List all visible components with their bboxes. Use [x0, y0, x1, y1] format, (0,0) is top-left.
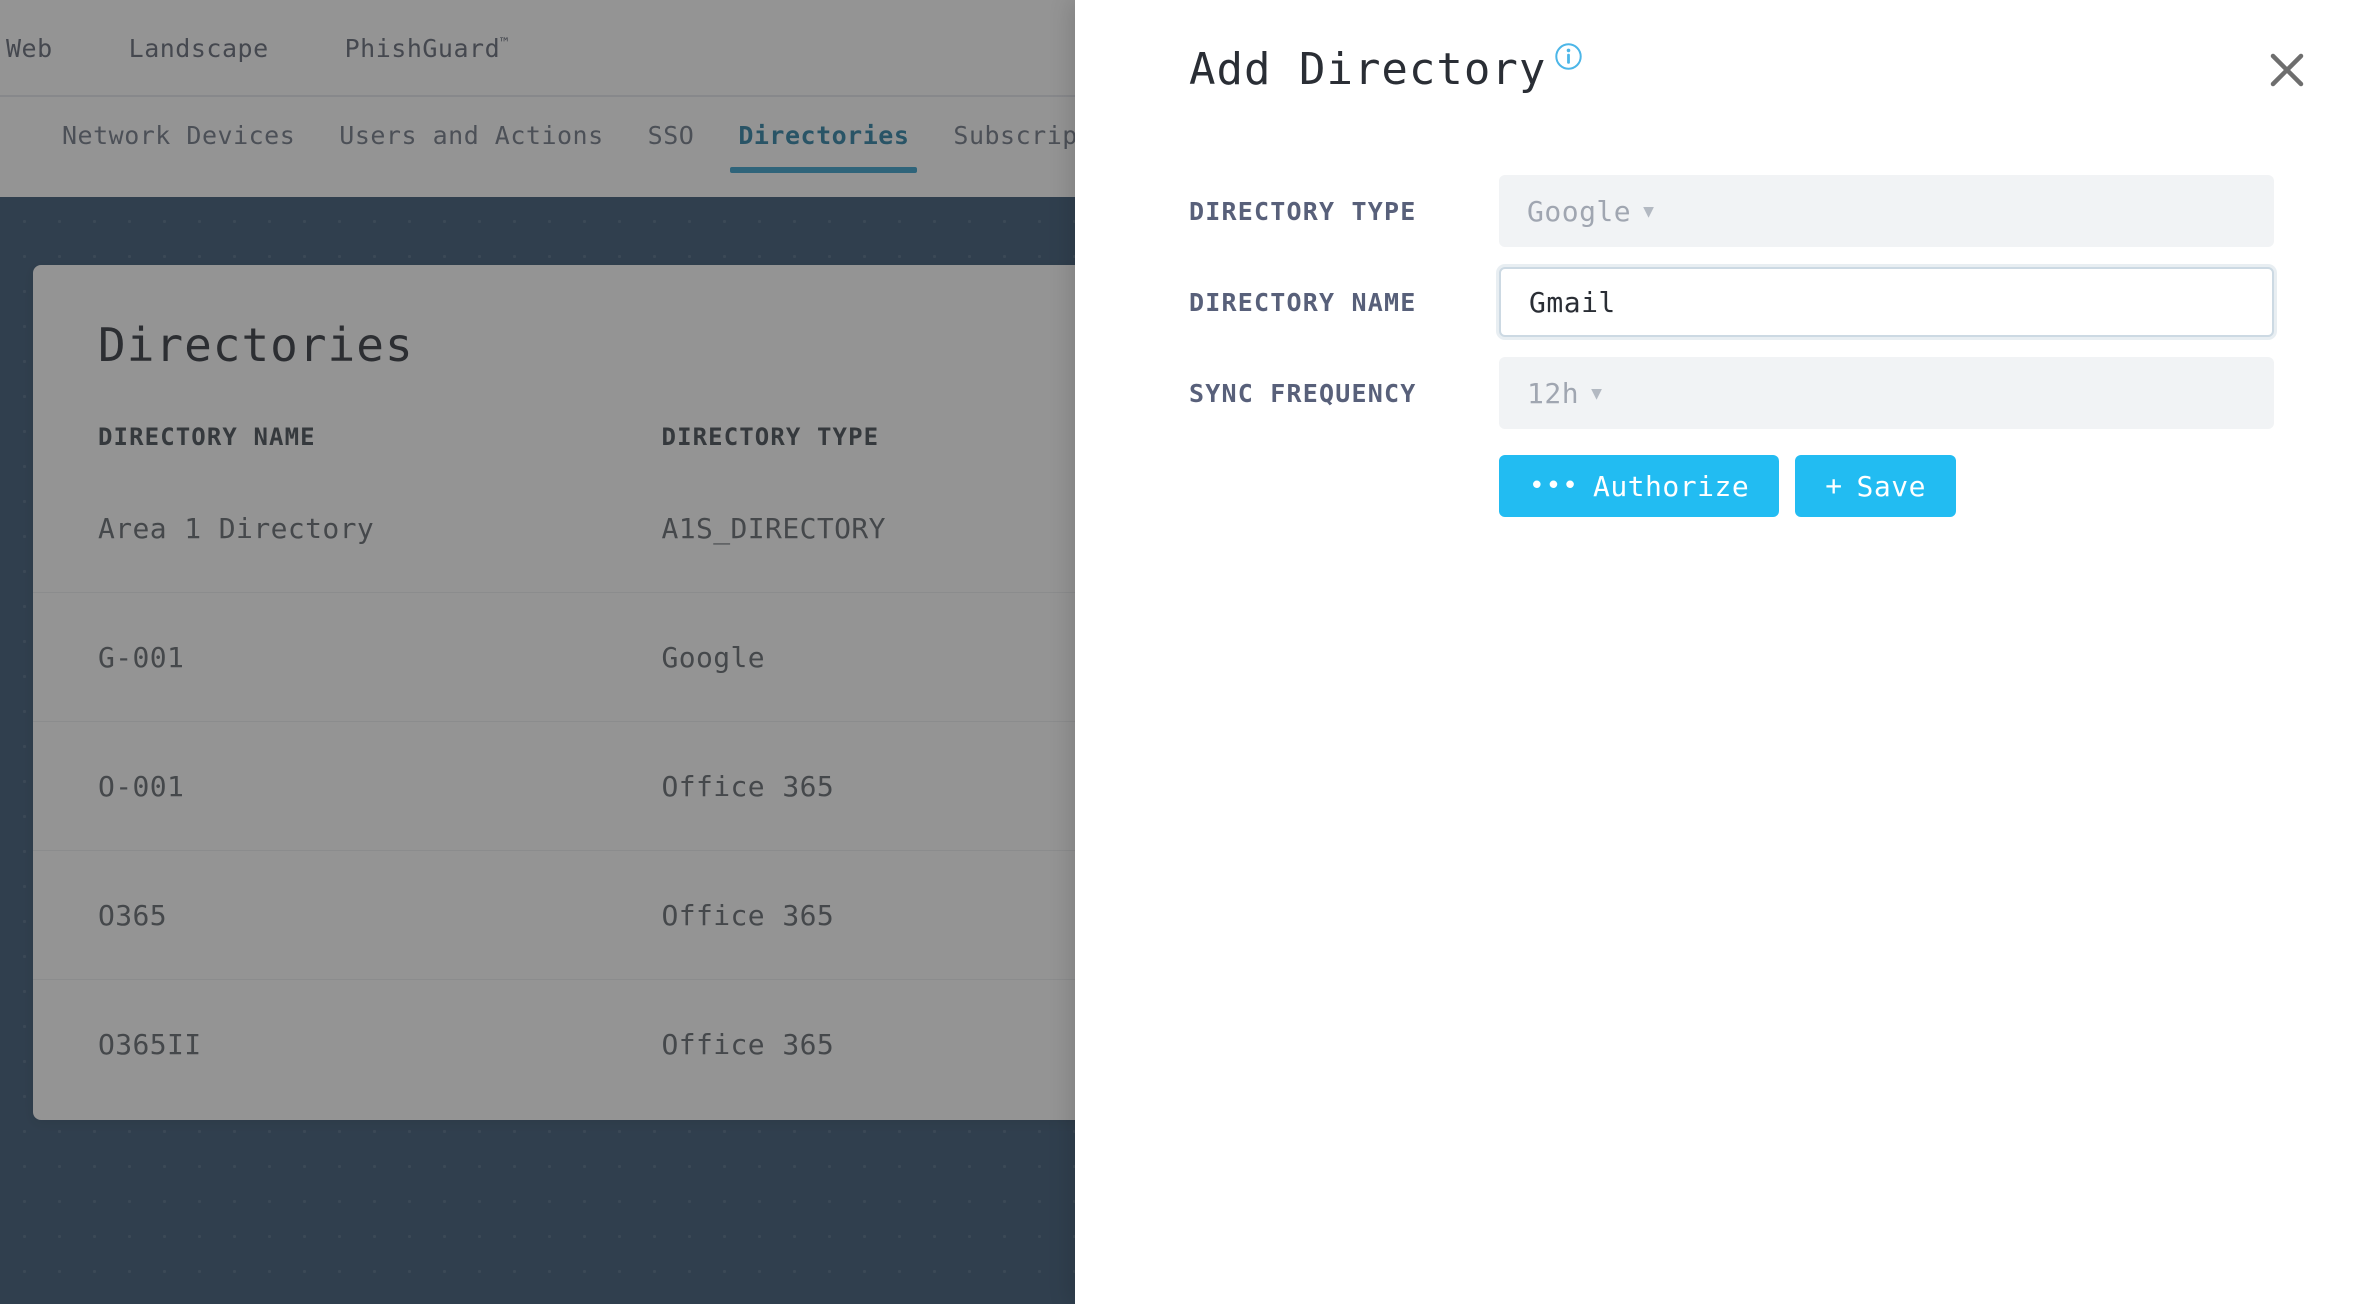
cell-directory-name[interactable]: O365 [33, 850, 597, 980]
form-row-directory-name: DIRECTORY NAME Gmail [1189, 267, 2274, 337]
tab-label: Directories [738, 121, 910, 150]
top-nav-label: PhishGuard [344, 34, 501, 63]
top-nav-label: Web [6, 34, 53, 63]
cell-directory-type: Office 365 [596, 721, 1036, 851]
label-directory-name: DIRECTORY NAME [1189, 287, 1417, 317]
directory-type-select[interactable]: Google ▼ [1499, 175, 2274, 247]
tab-users-and-actions[interactable]: Users and Actions [317, 97, 625, 173]
save-button[interactable]: + Save [1795, 455, 1956, 517]
cell-directory-type: Office 365 [596, 850, 1036, 980]
trademark-symbol: ™ [500, 35, 510, 52]
form-actions: ••• Authorize + Save [1499, 455, 2274, 517]
directory-name-input[interactable]: Gmail [1499, 267, 2274, 337]
label-sync-frequency: SYNC FREQUENCY [1189, 378, 1417, 408]
tab-directories[interactable]: Directories [716, 97, 931, 173]
modal-title: Add Directory [1189, 44, 1547, 95]
info-circle-icon[interactable] [1554, 42, 1583, 71]
add-directory-form: DIRECTORY TYPE Google ▼ DIRECTORY NAME G… [1189, 175, 2274, 517]
cell-directory-type: Google [596, 592, 1036, 722]
chevron-down-icon: ▼ [1591, 382, 1603, 404]
label-directory-type: DIRECTORY TYPE [1189, 196, 1417, 226]
form-row-sync-frequency: SYNC FREQUENCY 12h ▼ [1189, 357, 2274, 429]
directory-type-value: Google [1527, 194, 1632, 228]
tab-label: Users and Actions [339, 121, 604, 150]
modal-header: Add Directory [1189, 43, 1583, 95]
column-header-directory-name[interactable]: DIRECTORY NAME [98, 423, 316, 451]
sync-frequency-select[interactable]: 12h ▼ [1499, 357, 2274, 429]
top-nav-item-phishguard[interactable]: PhishGuard™ [307, 34, 547, 63]
sync-frequency-value: 12h [1527, 376, 1580, 410]
chevron-down-icon: ▼ [1643, 200, 1655, 222]
ellipsis-icon: ••• [1529, 471, 1579, 501]
tab-label: Network Devices [62, 121, 296, 150]
cell-directory-name[interactable]: Area 1 Directory [98, 511, 375, 545]
tab-sso[interactable]: SSO [626, 97, 717, 173]
cell-directory-name[interactable]: O-001 [33, 721, 597, 851]
save-button-label: Save [1856, 469, 1926, 503]
cell-directory-name[interactable]: O365II [33, 979, 597, 1108]
close-icon[interactable] [2262, 45, 2312, 95]
add-directory-modal: Add Directory DIRECTORY TYPE Google ▼ DI… [1075, 0, 2356, 1304]
authorize-button[interactable]: ••• Authorize [1499, 455, 1780, 517]
tab-network-devices[interactable]: Network Devices [40, 97, 317, 173]
plus-icon: + [1825, 469, 1843, 502]
top-nav-item-web[interactable]: Web [0, 34, 91, 63]
tab-label: SSO [647, 121, 695, 150]
cell-directory-type: Office 365 [596, 979, 1036, 1108]
top-nav-label: Landscape [128, 34, 269, 63]
cell-directory-type: A1S_DIRECTORY [661, 511, 886, 545]
authorize-button-label: Authorize [1592, 469, 1750, 503]
column-header-directory-type[interactable]: DIRECTORY TYPE [661, 423, 880, 451]
top-nav-item-landscape[interactable]: Landscape [91, 34, 307, 63]
cell-directory-name[interactable]: G-001 [33, 592, 597, 722]
form-row-directory-type: DIRECTORY TYPE Google ▼ [1189, 175, 2274, 247]
